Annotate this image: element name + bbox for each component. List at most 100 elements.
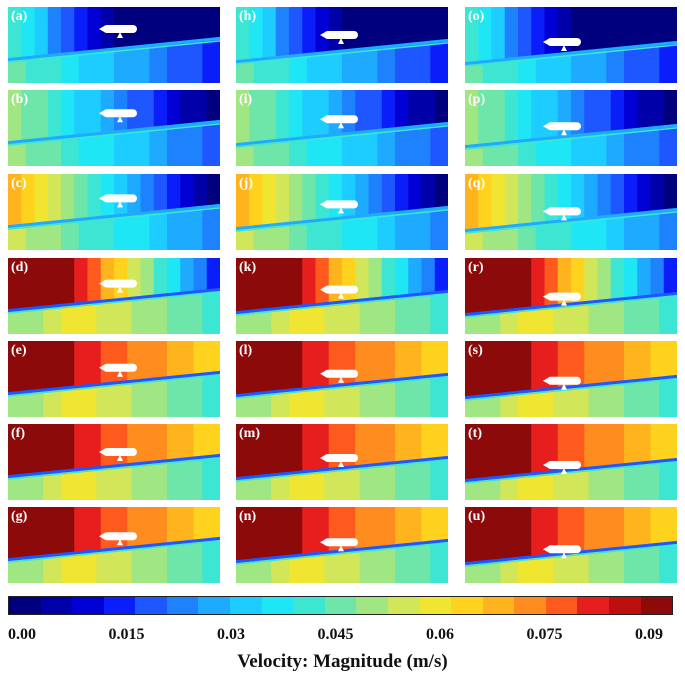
lower-velocity-band — [8, 57, 27, 83]
colorbar-segment — [451, 597, 483, 614]
colorbar-tick: 0.09 — [635, 626, 663, 643]
lower-velocity-band — [377, 379, 396, 417]
velocity-field-panel: (a) — [8, 7, 220, 83]
obstacle-body — [547, 376, 581, 385]
lower-velocity-band — [253, 474, 273, 500]
interface-shear-line — [236, 121, 448, 147]
lower-velocity-band — [500, 558, 519, 583]
panel-label: (f) — [11, 426, 25, 441]
lower-velocity-band — [377, 45, 396, 83]
obstacle-tip — [543, 38, 550, 46]
lower-velocity-band — [500, 475, 519, 500]
lower-velocity-band — [624, 379, 643, 417]
interface-shear-line-lower — [8, 457, 220, 480]
lower-velocity-band — [624, 462, 643, 500]
lower-velocity-band — [571, 385, 590, 417]
velocity-field-panel: (g) — [8, 507, 220, 583]
colorbar-segment — [40, 597, 73, 614]
lower-velocity-band — [659, 42, 677, 83]
lower-velocity-band — [324, 384, 343, 417]
lower-velocity-band — [8, 391, 27, 417]
lower-velocity-band — [253, 57, 273, 83]
lower-velocity-band — [395, 294, 414, 334]
lower-velocity-band — [114, 464, 133, 500]
lower-velocity-band — [324, 467, 343, 500]
lower-velocity-band — [659, 542, 677, 583]
lower-velocity-band — [271, 390, 290, 417]
lower-velocity-band — [184, 291, 204, 334]
interface-shear-line — [8, 119, 220, 145]
lower-velocity-band — [25, 138, 45, 166]
lower-velocity-band — [641, 544, 661, 583]
lower-velocity-band — [167, 208, 186, 250]
interface-shear-line-lower — [8, 291, 220, 314]
obstacle-body — [547, 292, 581, 301]
lower-velocity-band — [167, 541, 186, 583]
interface-shear-line-lower — [236, 209, 448, 232]
interface-shear-line — [465, 207, 677, 233]
interface-shear-line-lower — [236, 542, 448, 565]
lower-velocity-band — [289, 54, 308, 83]
lower-velocity-band — [624, 296, 643, 334]
panel-label: (s) — [468, 343, 483, 358]
lower-velocity-band — [253, 224, 273, 250]
obstacle-tip — [99, 109, 106, 118]
lower-velocity-band — [78, 550, 98, 583]
lower-velocity-band — [500, 392, 519, 417]
lower-velocity-band — [271, 473, 290, 500]
lower-velocity-band — [571, 551, 590, 583]
lower-velocity-band — [61, 135, 80, 166]
panel-label: (a) — [11, 9, 28, 24]
velocity-field-panel: (t) — [465, 424, 677, 500]
interface-shear-line — [465, 40, 677, 66]
lower-velocity-band — [25, 222, 45, 250]
lower-velocity-band — [253, 557, 273, 583]
obstacle-support — [117, 32, 123, 38]
lower-velocity-band — [482, 310, 502, 334]
lower-velocity-band — [342, 383, 361, 417]
velocity-contour — [8, 258, 220, 334]
lower-velocity-band — [659, 376, 677, 417]
lower-velocity-band — [359, 214, 379, 250]
panel-label: (o) — [468, 9, 485, 24]
lower-velocity-band — [465, 312, 484, 334]
interface-shear-line-lower — [236, 42, 448, 65]
velocity-contour — [8, 341, 220, 417]
obstacle-tip — [99, 25, 106, 33]
velocity-colorbar — [8, 596, 673, 615]
panel-label: (k) — [239, 260, 257, 275]
interface-shear-line — [8, 370, 220, 396]
colorbar-tick: 0.045 — [317, 626, 354, 643]
interface-shear-line — [8, 453, 220, 479]
velocity-field-panel: (u) — [465, 507, 677, 583]
velocity-contour — [465, 424, 677, 500]
lower-velocity-band — [149, 294, 168, 334]
interface-shear-line-lower — [8, 207, 220, 230]
lower-velocity-band — [553, 219, 572, 250]
lower-velocity-band — [535, 388, 555, 417]
lower-velocity-band — [395, 43, 414, 83]
obstacle-tip — [99, 532, 106, 541]
lower-velocity-band — [571, 218, 590, 250]
panel-label: (i) — [239, 92, 253, 107]
lower-velocity-band — [606, 130, 625, 166]
lower-velocity-band — [43, 388, 62, 417]
velocity-contour — [465, 258, 677, 334]
lower-velocity-band — [78, 301, 98, 334]
lower-velocity-band — [43, 471, 62, 500]
lower-velocity-band — [96, 548, 115, 583]
lower-velocity-band — [430, 207, 448, 250]
lower-velocity-band — [412, 42, 432, 83]
velocity-contour — [236, 90, 448, 166]
lower-velocity-band — [167, 292, 186, 334]
lower-velocity-band — [202, 205, 220, 250]
lower-velocity-band — [61, 552, 80, 583]
colorbar-segment — [577, 597, 609, 614]
panel-label: (h) — [239, 9, 257, 24]
lower-velocity-band — [131, 462, 151, 500]
lower-velocity-band — [236, 476, 255, 500]
colorbar-segment — [72, 597, 104, 614]
lower-velocity-band — [535, 54, 555, 83]
lower-velocity-band — [202, 38, 220, 83]
obstacle-support — [561, 383, 567, 390]
